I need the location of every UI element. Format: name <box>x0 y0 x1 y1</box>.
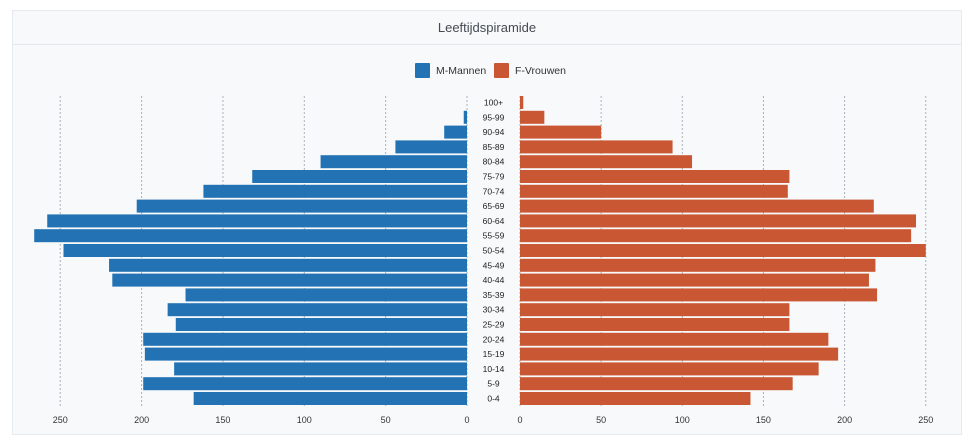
age-group-label: 75-79 <box>483 172 505 182</box>
age-group-label: 0-4 <box>487 394 500 404</box>
age-group-label: 30-34 <box>483 305 505 315</box>
bar-women-85-89[interactable] <box>520 140 673 154</box>
bar-women-0-4[interactable] <box>520 392 751 405</box>
age-group-label: 45-49 <box>483 260 505 270</box>
x-tick-label-right: 0 <box>517 415 522 425</box>
x-tick-label-left: 250 <box>53 415 68 425</box>
age-group-label: 10-14 <box>483 364 505 374</box>
bar-men-25-29[interactable] <box>175 318 467 331</box>
bar-women-75-79[interactable] <box>520 170 790 183</box>
x-tick-label-right: 50 <box>596 415 606 425</box>
bar-women-70-74[interactable] <box>520 184 788 198</box>
x-tick-label-right: 200 <box>837 415 852 425</box>
age-group-label: 90-94 <box>483 127 505 137</box>
legend-swatch-women[interactable] <box>494 63 509 78</box>
chart-title: Leeftijdspiramide <box>437 20 537 35</box>
bar-women-20-24[interactable] <box>520 332 829 346</box>
x-tick-label-left: 100 <box>297 415 312 425</box>
x-tick-label-right: 150 <box>756 415 771 425</box>
legend-label-women[interactable]: F-Vrouwen <box>515 65 566 77</box>
x-tick-label-left: 0 <box>464 415 469 425</box>
bar-men-20-24[interactable] <box>143 332 468 346</box>
bar-women-65-69[interactable] <box>520 199 874 213</box>
age-group-label: 70-74 <box>483 186 505 196</box>
bar-women-10-14[interactable] <box>520 362 819 376</box>
bar-men-70-74[interactable] <box>203 184 467 198</box>
bar-men-0-4[interactable] <box>193 392 467 405</box>
bar-women-50-54[interactable] <box>520 244 926 257</box>
age-group-label: 100+ <box>484 98 503 108</box>
bar-men-55-59[interactable] <box>34 229 468 243</box>
bar-men-90-94[interactable] <box>444 125 467 139</box>
bar-women-45-49[interactable] <box>520 258 876 272</box>
age-group-label: 15-19 <box>483 349 505 359</box>
age-group-label: 60-64 <box>483 216 505 226</box>
bar-women-95-99[interactable] <box>520 110 545 124</box>
bar-men-40-44[interactable] <box>112 273 468 287</box>
legend-swatch-men[interactable] <box>415 63 430 78</box>
bar-women-5-9[interactable] <box>520 377 793 391</box>
panel-header: Leeftijdspiramide <box>13 11 961 45</box>
age-group-label: 50-54 <box>483 246 505 256</box>
bar-men-95-99[interactable] <box>463 110 467 124</box>
bar-men-60-64[interactable] <box>47 214 467 228</box>
legend-label-men[interactable]: M-Mannen <box>436 65 486 77</box>
bar-women-15-19[interactable] <box>520 347 839 361</box>
age-group-label: 55-59 <box>483 231 505 241</box>
bar-women-55-59[interactable] <box>520 229 912 243</box>
x-tick-label-left: 200 <box>134 415 149 425</box>
bar-women-100+[interactable] <box>520 96 524 109</box>
x-tick-label-left: 50 <box>381 415 391 425</box>
bar-men-80-84[interactable] <box>320 155 467 169</box>
age-group-label: 5-9 <box>487 379 500 389</box>
bar-men-75-79[interactable] <box>252 170 467 183</box>
bar-men-35-39[interactable] <box>185 288 468 302</box>
age-group-label: 95-99 <box>483 112 505 122</box>
bar-men-15-19[interactable] <box>144 347 467 361</box>
bar-women-60-64[interactable] <box>520 214 917 228</box>
x-tick-label-left: 150 <box>215 415 230 425</box>
bar-women-30-34[interactable] <box>520 303 790 317</box>
bar-women-80-84[interactable] <box>520 155 693 169</box>
x-tick-label-right: 100 <box>675 415 690 425</box>
age-group-label: 40-44 <box>483 275 505 285</box>
bar-men-85-89[interactable] <box>395 140 467 154</box>
age-group-label: 65-69 <box>483 201 505 211</box>
bar-men-50-54[interactable] <box>63 244 468 257</box>
bar-men-45-49[interactable] <box>109 258 467 272</box>
age-group-label: 85-89 <box>483 142 505 152</box>
bar-men-5-9[interactable] <box>143 377 468 391</box>
age-group-label: 80-84 <box>483 157 505 167</box>
bar-women-35-39[interactable] <box>520 288 878 302</box>
bar-women-90-94[interactable] <box>520 125 602 139</box>
bar-women-40-44[interactable] <box>520 273 869 287</box>
bar-men-10-14[interactable] <box>174 362 467 376</box>
age-group-label: 25-29 <box>483 320 505 330</box>
bar-men-65-69[interactable] <box>136 199 467 213</box>
bar-men-30-34[interactable] <box>167 303 467 317</box>
bar-women-25-29[interactable] <box>520 318 790 331</box>
age-group-label: 20-24 <box>483 334 505 344</box>
x-tick-label-right: 250 <box>918 415 933 425</box>
age-group-label: 35-39 <box>483 290 505 300</box>
